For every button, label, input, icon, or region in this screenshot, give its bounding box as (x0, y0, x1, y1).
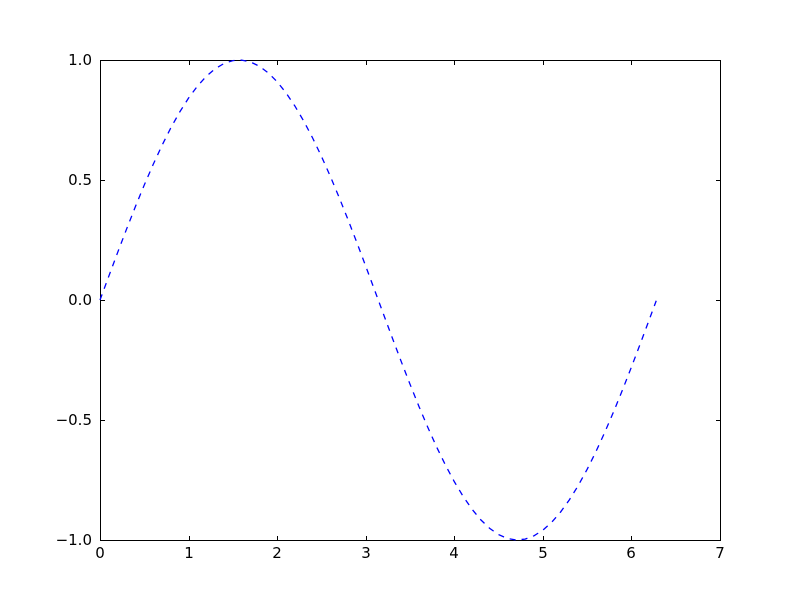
x-tick-label: 0 (95, 544, 105, 562)
y-tick-label: 0.0 (68, 291, 92, 309)
x-tick-label: 7 (715, 544, 725, 562)
axes-frame (100, 60, 721, 541)
y-tick-label: −0.5 (56, 411, 92, 429)
y-tick-label: 0.5 (68, 171, 92, 189)
y-tick-label: 1.0 (68, 51, 92, 69)
x-tick-label: 4 (449, 544, 459, 562)
x-tick-label: 2 (272, 544, 282, 562)
x-tick-label: 1 (184, 544, 194, 562)
x-tick-label: 5 (538, 544, 548, 562)
x-tick-label: 6 (626, 544, 636, 562)
x-tick-label: 3 (361, 544, 371, 562)
sine-curve (99, 59, 657, 541)
y-tick-label: −1.0 (56, 531, 92, 549)
